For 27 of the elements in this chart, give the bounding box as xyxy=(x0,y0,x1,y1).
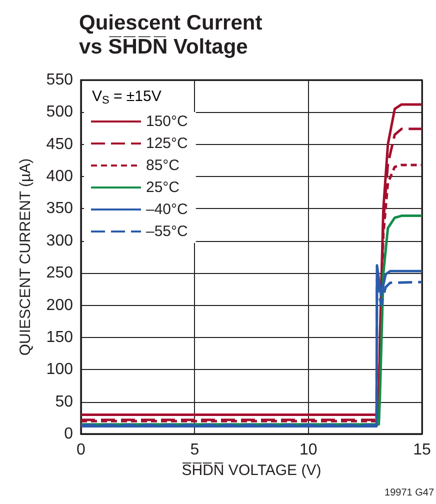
y-tick-label: 250 xyxy=(46,264,74,282)
x-tick-label: 0 xyxy=(76,442,86,458)
legend-label: 125°C xyxy=(146,135,188,152)
y-tick-label: 50 xyxy=(55,393,74,410)
y-tick-label: 500 xyxy=(46,104,74,121)
x-tick-label: 5 xyxy=(190,442,200,458)
y-tick-label: 550 xyxy=(46,72,74,88)
y-tick-label: 200 xyxy=(46,296,74,314)
legend-label: 25°C xyxy=(146,179,180,196)
y-tick-label: 150 xyxy=(46,328,74,346)
chart-title: Quiescent Current xyxy=(79,12,262,34)
legend-label: –55°C xyxy=(146,223,188,240)
legend-label: –40°C xyxy=(146,201,188,218)
y-tick-label: 0 xyxy=(64,426,74,442)
x-tick-label: 10 xyxy=(299,442,318,458)
y-tick-label: 350 xyxy=(46,200,74,218)
chart-subtitle: vs S̅H̅D̅N̅ Voltage xyxy=(79,36,248,58)
text: 19971 G47 xyxy=(384,488,434,498)
y-tick-label: 300 xyxy=(46,232,74,250)
y-tick-label: 100 xyxy=(46,361,74,378)
legend-label: 85°C xyxy=(146,157,180,174)
y-tick-label: 450 xyxy=(46,136,74,153)
legend-label: 150°C xyxy=(146,113,188,130)
y-axis-title: QUIESCENT CURRENT (µA) xyxy=(17,158,34,356)
x-axis-title: S̅H̅D̅N̅ VOLTAGE (V) xyxy=(182,462,322,479)
x-tick-label: 15 xyxy=(413,442,431,458)
y-tick-label: 400 xyxy=(46,168,74,186)
